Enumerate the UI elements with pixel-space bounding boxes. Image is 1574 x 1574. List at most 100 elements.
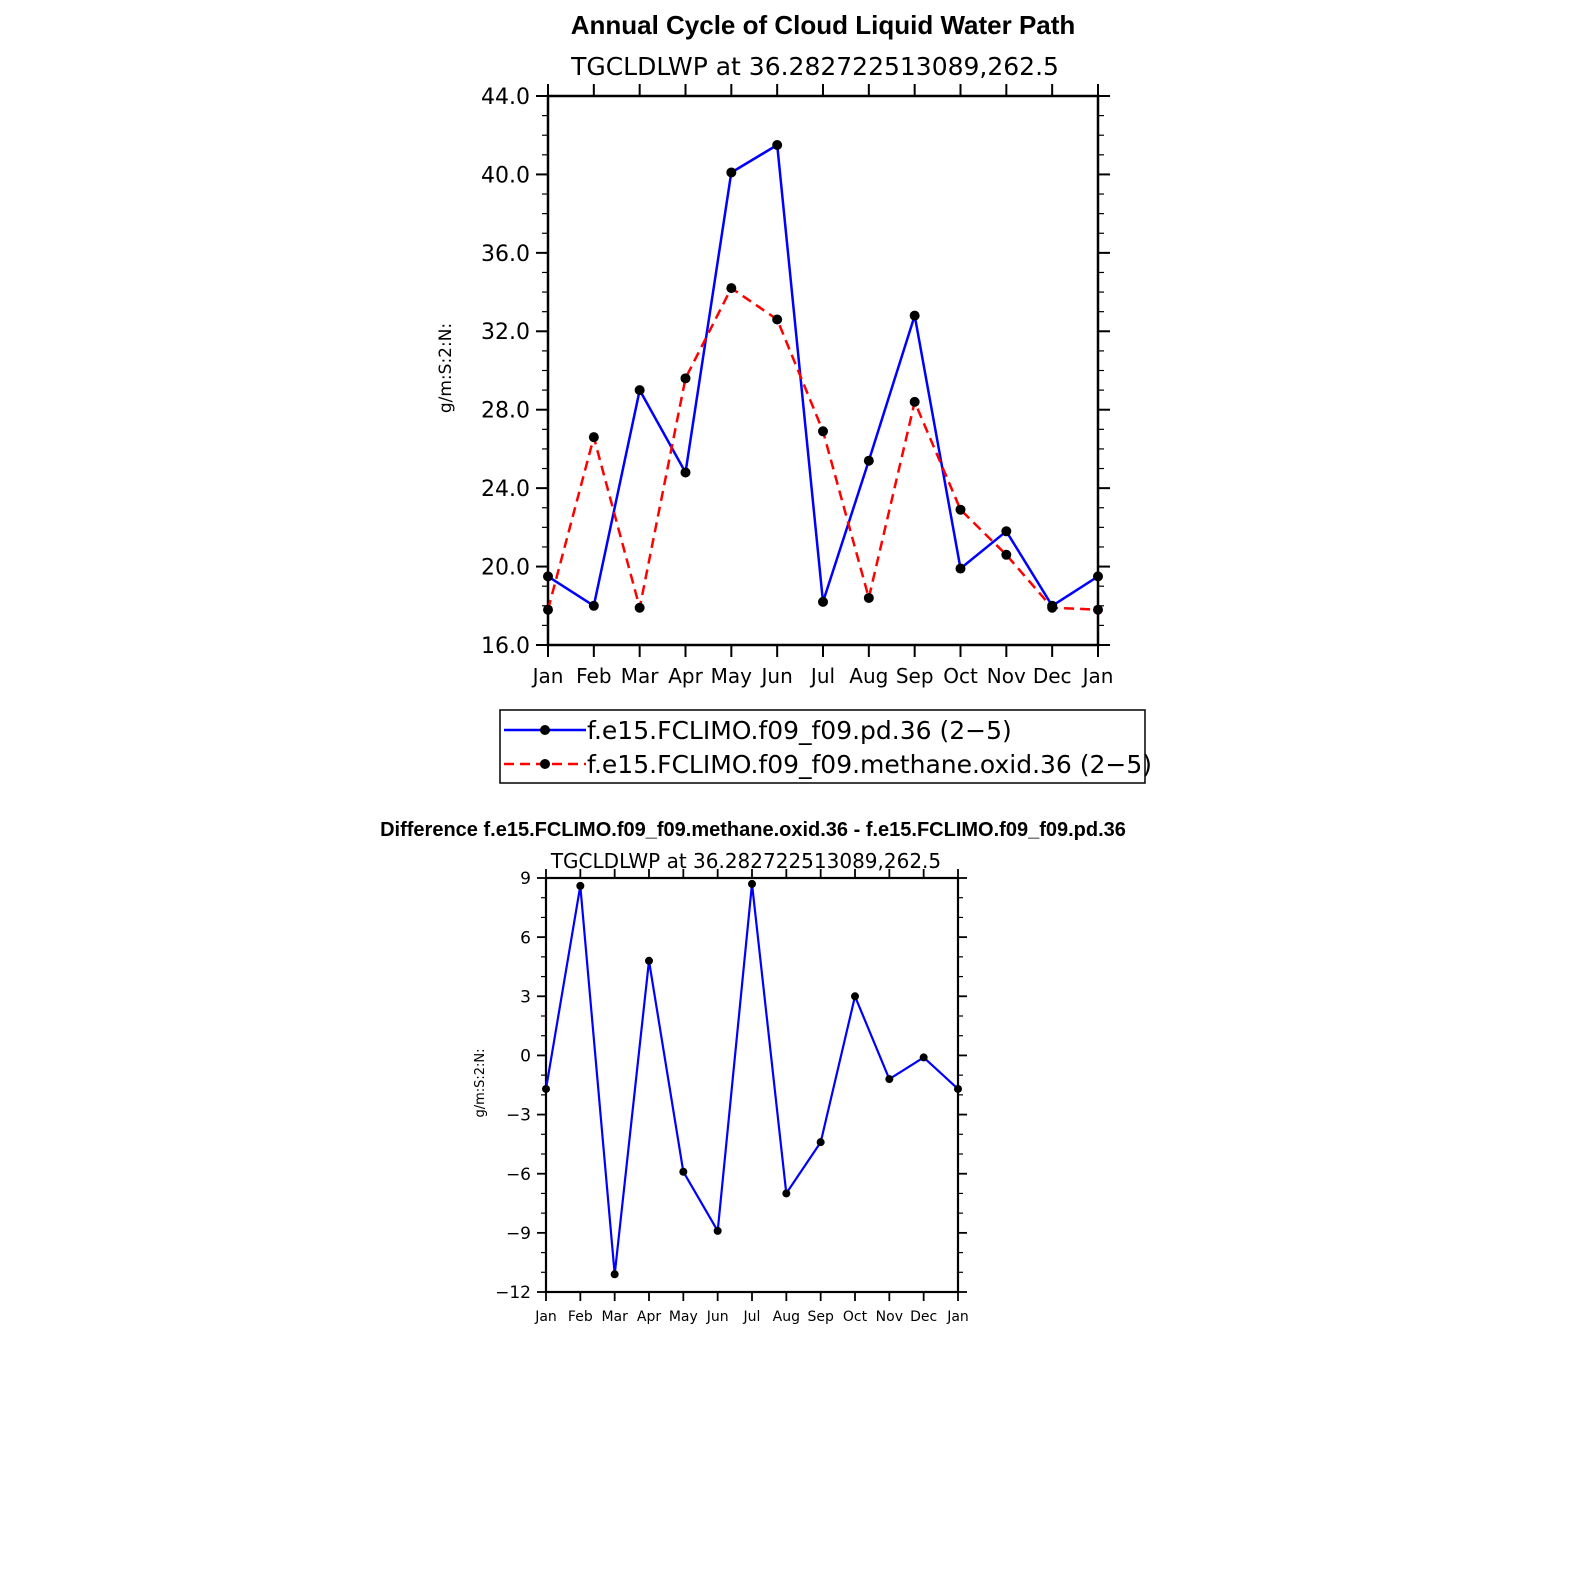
series-point-0: [955, 563, 966, 574]
series-line-0: [547, 143, 1099, 608]
legend-label-methane: f.e15.FCLIMO.f09_f09.methane.oxid.36 (2−…: [587, 750, 1152, 779]
series-point-1: [1047, 602, 1058, 613]
series-point-0: [919, 1053, 928, 1062]
series-point-0: [680, 467, 691, 478]
y-tick-label: −3: [506, 1106, 531, 1126]
series-point-0: [772, 140, 783, 151]
legend-marker-pd: [540, 725, 550, 735]
series-point-0: [782, 1189, 791, 1198]
series-point-0: [576, 881, 585, 890]
y-tick-label: 44.0: [481, 85, 530, 110]
series-point-0: [909, 310, 920, 321]
legend-label-pd: f.e15.FCLIMO.f09_f09.pd.36 (2−5): [587, 716, 1012, 745]
series-point-1: [1001, 549, 1012, 560]
chart1-subtitle: TGCLDLWP at 36.282722513089,262.5: [570, 52, 1059, 81]
y-tick-label: −9: [506, 1224, 531, 1244]
series-point-0: [679, 1167, 688, 1176]
y-tick-label: 16.0: [481, 634, 530, 659]
chart1-title: Annual Cycle of Cloud Liquid Water Path: [571, 10, 1076, 40]
x-tick-label: Dec: [1033, 664, 1072, 688]
series-point-0: [645, 956, 653, 965]
x-tick-label: Jun: [760, 664, 793, 688]
x-tick-label: Aug: [849, 664, 888, 688]
series-point-1: [863, 592, 874, 603]
x-tick-label: Mar: [601, 1309, 628, 1325]
y-tick-label: 9: [520, 869, 531, 889]
x-tick-label: Apr: [637, 1309, 661, 1325]
x-tick-label: Nov: [876, 1309, 903, 1325]
series-point-0: [726, 167, 737, 178]
x-tick-label: Sep: [896, 664, 934, 688]
series-point-0: [588, 600, 599, 611]
chart2-ylabel: g/m:S:2:N:: [473, 1048, 488, 1117]
x-tick-label: Jul: [743, 1309, 761, 1325]
x-tick-label: Feb: [568, 1309, 593, 1325]
x-tick-label: Jun: [706, 1309, 729, 1325]
y-tick-label: 36.0: [481, 242, 530, 267]
x-tick-label: Aug: [773, 1309, 800, 1325]
chart1-legend: f.e15.FCLIMO.f09_f09.pd.36 (2−5) f.e15.F…: [499, 709, 1152, 784]
series-point-0: [748, 879, 756, 888]
y-tick-label: −6: [506, 1165, 531, 1185]
series-point-1: [680, 373, 691, 384]
chart1-series: [543, 140, 1103, 615]
y-tick-label: 32.0: [481, 320, 530, 345]
chart1-axes: 16.0 20.0 24.0 28.0 32.0 36.0 40.0 44.0 Jan Feb Ma…: [481, 84, 1113, 688]
series-point-1: [909, 396, 920, 407]
plot-frame: [544, 876, 960, 1294]
series-point-0: [885, 1075, 894, 1084]
series-point-1: [634, 602, 645, 613]
series-point-0: [954, 1084, 962, 1093]
x-tick-label: Jan: [534, 1309, 557, 1325]
x-tick-label: Oct: [843, 1309, 868, 1325]
x-tick-label: May: [669, 1309, 698, 1325]
x-tick-label: Sep: [807, 1309, 834, 1325]
y-tick-label: 24.0: [481, 477, 530, 502]
y-tick-label: 28.0: [481, 399, 530, 424]
series-point-1: [1093, 604, 1103, 615]
series-point-0: [863, 455, 874, 466]
series-point-0: [713, 1226, 722, 1235]
series-point-1: [772, 314, 783, 325]
series-point-0: [851, 992, 859, 1001]
series-point-0: [542, 1084, 550, 1093]
chart2-series: [542, 879, 962, 1279]
series-line-1: [546, 286, 1099, 611]
x-tick-label: Jan: [946, 1309, 969, 1325]
x-tick-label: May: [711, 664, 753, 688]
x-tick-label: Mar: [621, 664, 660, 688]
legend-box: [499, 709, 1146, 784]
series-point-1: [726, 283, 737, 294]
series-point-1: [955, 504, 966, 515]
y-tick-label: 3: [520, 987, 531, 1007]
y-tick-label: 20.0: [481, 555, 530, 580]
series-point-0: [1001, 526, 1012, 537]
x-tick-label: Feb: [576, 664, 611, 688]
chart2-title: Difference f.e15.FCLIMO.f09_f09.methane.…: [380, 819, 1126, 841]
x-tick-label: Jan: [531, 664, 564, 688]
plot-frame: [546, 94, 1100, 647]
series-point-0: [634, 385, 645, 396]
y-tick-label: −12: [495, 1283, 531, 1303]
x-tick-label: Nov: [987, 664, 1026, 688]
series-line-0: [544, 882, 959, 1276]
series-point-0: [610, 1270, 619, 1279]
series-point-0: [818, 596, 828, 607]
series-point-1: [818, 426, 828, 437]
x-tick-label: Apr: [668, 664, 703, 688]
difference-chart: Difference f.e15.FCLIMO.f09_f09.methane.…: [380, 819, 1126, 1325]
series-point-0: [816, 1138, 825, 1147]
x-tick-label: Jul: [809, 664, 835, 688]
y-tick-label: 6: [520, 928, 531, 948]
x-tick-label: Oct: [943, 664, 978, 688]
x-tick-label: Jan: [1081, 664, 1114, 688]
chart1-ylabel: g/m:S:2:N:: [436, 323, 456, 413]
legend-marker-methane: [540, 759, 550, 769]
series-point-0: [543, 571, 553, 582]
annual-cycle-chart: Annual Cycle of Cloud Liquid Water Path …: [436, 10, 1152, 784]
series-point-0: [1093, 571, 1103, 582]
chart2-subtitle: TGCLDLWP at 36.282722513089,262.5: [550, 849, 941, 873]
y-tick-label: 0: [520, 1047, 531, 1067]
y-tick-label: 40.0: [481, 163, 530, 188]
